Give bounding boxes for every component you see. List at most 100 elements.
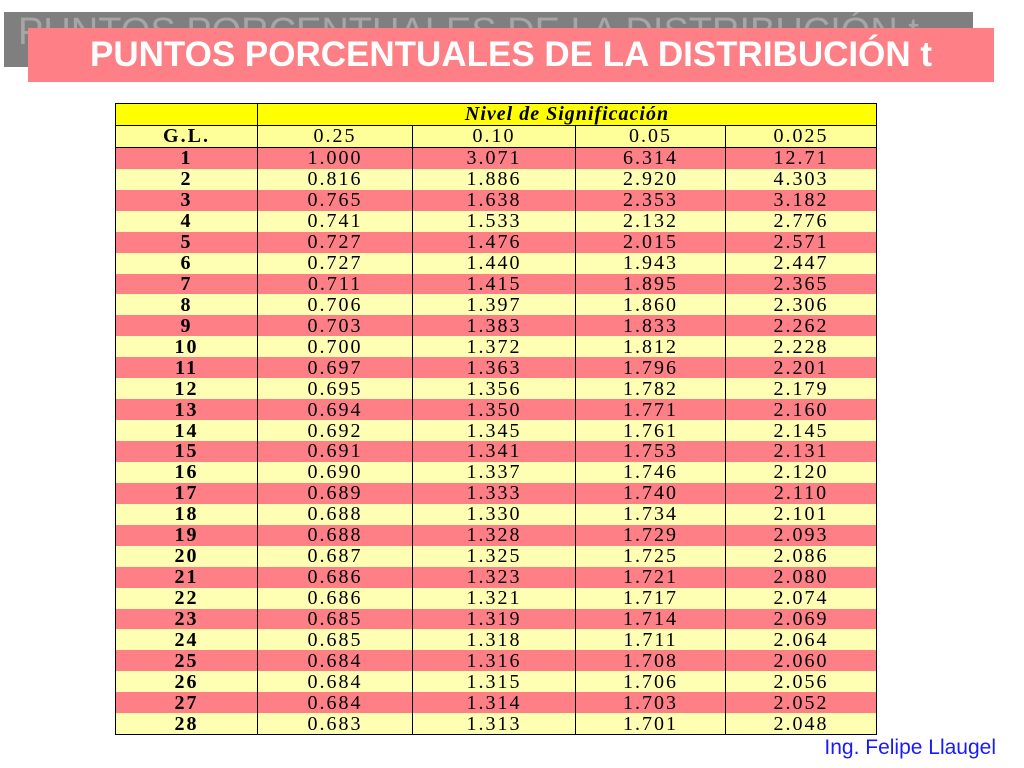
value-cell: 0.703 bbox=[257, 315, 413, 337]
value-cell: 0.741 bbox=[257, 210, 413, 232]
value-cell: 2.093 bbox=[724, 524, 878, 546]
value-cell: 3.182 bbox=[724, 189, 878, 211]
value-cell: 2.160 bbox=[724, 399, 878, 421]
value-cell: 2.052 bbox=[724, 692, 878, 714]
gl-cell: 11 bbox=[115, 357, 258, 379]
table-row: 9 0.703 1.383 1.833 2.262 bbox=[115, 315, 878, 337]
value-cell: 0.711 bbox=[257, 273, 413, 295]
value-cell: 1.746 bbox=[575, 461, 726, 483]
value-cell: 1.734 bbox=[575, 503, 726, 525]
table-row: 14 0.692 1.345 1.761 2.145 bbox=[115, 420, 878, 441]
value-cell: 1.721 bbox=[575, 566, 726, 588]
value-cell: 2.101 bbox=[724, 503, 878, 525]
value-cell: 1.706 bbox=[575, 671, 726, 693]
value-cell: 2.447 bbox=[724, 252, 878, 274]
value-cell: 0.684 bbox=[257, 692, 413, 714]
value-cell: 1.345 bbox=[412, 420, 576, 441]
value-cell: 2.120 bbox=[724, 461, 878, 483]
value-cell: 0.688 bbox=[257, 524, 413, 546]
value-cell: 0.700 bbox=[257, 336, 413, 358]
value-cell: 2.306 bbox=[724, 294, 878, 316]
value-cell: 1.415 bbox=[412, 273, 576, 295]
gl-cell: 25 bbox=[115, 650, 258, 672]
column-header: 0.10 bbox=[412, 125, 576, 148]
value-cell: 0.683 bbox=[257, 713, 413, 736]
value-cell: 1.323 bbox=[412, 566, 576, 588]
table-row: 16 0.690 1.337 1.746 2.120 bbox=[115, 461, 878, 483]
value-cell: 0.689 bbox=[257, 482, 413, 504]
value-cell: 1.729 bbox=[575, 524, 726, 546]
column-header: 0.25 bbox=[257, 125, 413, 148]
value-cell: 1.476 bbox=[412, 231, 576, 253]
gl-cell: 4 bbox=[115, 210, 258, 232]
gl-cell: 23 bbox=[115, 608, 258, 630]
table-row: 27 0.684 1.314 1.703 2.052 bbox=[115, 692, 878, 714]
author-credit: Ing. Felipe Llaugel bbox=[824, 736, 996, 759]
value-cell: 1.318 bbox=[412, 629, 576, 651]
value-cell: 2.132 bbox=[575, 210, 726, 232]
value-cell: 2.080 bbox=[724, 566, 878, 588]
value-cell: 1.703 bbox=[575, 692, 726, 714]
value-cell: 1.315 bbox=[412, 671, 576, 693]
value-cell: 0.727 bbox=[257, 231, 413, 253]
gl-cell: 15 bbox=[115, 441, 258, 462]
value-cell: 1.533 bbox=[412, 210, 576, 232]
gl-cell: 24 bbox=[115, 629, 258, 651]
table-row: 8 0.706 1.397 1.860 2.306 bbox=[115, 294, 878, 316]
value-cell: 1.330 bbox=[412, 503, 576, 525]
gl-cell: 13 bbox=[115, 399, 258, 421]
value-cell: 2.069 bbox=[724, 608, 878, 630]
column-header: 0.025 bbox=[724, 125, 878, 148]
significance-level-header: Nivel de Significación bbox=[256, 103, 878, 126]
value-cell: 1.363 bbox=[412, 357, 576, 379]
gl-cell: 28 bbox=[115, 713, 258, 736]
table-row: 28 0.683 1.313 1.701 2.048 bbox=[115, 713, 878, 736]
gl-cell: 5 bbox=[115, 231, 258, 253]
table-row: 17 0.689 1.333 1.740 2.110 bbox=[115, 482, 878, 504]
value-cell: 1.316 bbox=[412, 650, 576, 672]
value-cell: 1.333 bbox=[412, 482, 576, 504]
value-cell: 1.638 bbox=[412, 189, 576, 211]
value-cell: 1.860 bbox=[575, 294, 726, 316]
value-cell: 1.440 bbox=[412, 252, 576, 274]
value-cell: 1.701 bbox=[575, 713, 726, 736]
value-cell: 2.060 bbox=[724, 650, 878, 672]
value-cell: 1.833 bbox=[575, 315, 726, 337]
gl-cell: 1 bbox=[115, 147, 258, 169]
value-cell: 3.071 bbox=[412, 147, 576, 169]
value-cell: 1.325 bbox=[412, 545, 576, 567]
value-cell: 0.697 bbox=[257, 357, 413, 379]
value-cell: 1.397 bbox=[412, 294, 576, 316]
value-cell: 0.692 bbox=[257, 420, 413, 441]
value-cell: 0.690 bbox=[257, 461, 413, 483]
value-cell: 0.686 bbox=[257, 587, 413, 609]
gl-cell: 18 bbox=[115, 503, 258, 525]
value-cell: 1.717 bbox=[575, 587, 726, 609]
gl-cell: 12 bbox=[115, 378, 258, 400]
gl-cell: 16 bbox=[115, 461, 258, 483]
value-cell: 1.313 bbox=[412, 713, 576, 736]
value-cell: 1.372 bbox=[412, 336, 576, 358]
gl-cell: 19 bbox=[115, 524, 258, 546]
value-cell: 1.886 bbox=[412, 168, 576, 190]
gl-cell: 3 bbox=[115, 189, 258, 211]
value-cell: 0.685 bbox=[257, 608, 413, 630]
value-cell: 1.796 bbox=[575, 357, 726, 379]
value-cell: 1.711 bbox=[575, 629, 726, 651]
value-cell: 6.314 bbox=[575, 147, 726, 169]
value-cell: 1.782 bbox=[575, 378, 726, 400]
value-cell: 0.686 bbox=[257, 566, 413, 588]
gl-cell: 7 bbox=[115, 273, 258, 295]
table-row: 19 0.688 1.328 1.729 2.093 bbox=[115, 524, 878, 546]
value-cell: 1.356 bbox=[412, 378, 576, 400]
value-cell: 1.771 bbox=[575, 399, 726, 421]
value-cell: 0.691 bbox=[257, 441, 413, 462]
table-row: 12 0.695 1.356 1.782 2.179 bbox=[115, 378, 878, 400]
table-row: 5 0.727 1.476 2.015 2.571 bbox=[115, 231, 878, 253]
value-cell: 2.074 bbox=[724, 587, 878, 609]
value-cell: 0.695 bbox=[257, 378, 413, 400]
gl-cell: 6 bbox=[115, 252, 258, 274]
gl-cell: 2 bbox=[115, 168, 258, 190]
value-cell: 2.064 bbox=[724, 629, 878, 651]
value-cell: 2.086 bbox=[724, 545, 878, 567]
